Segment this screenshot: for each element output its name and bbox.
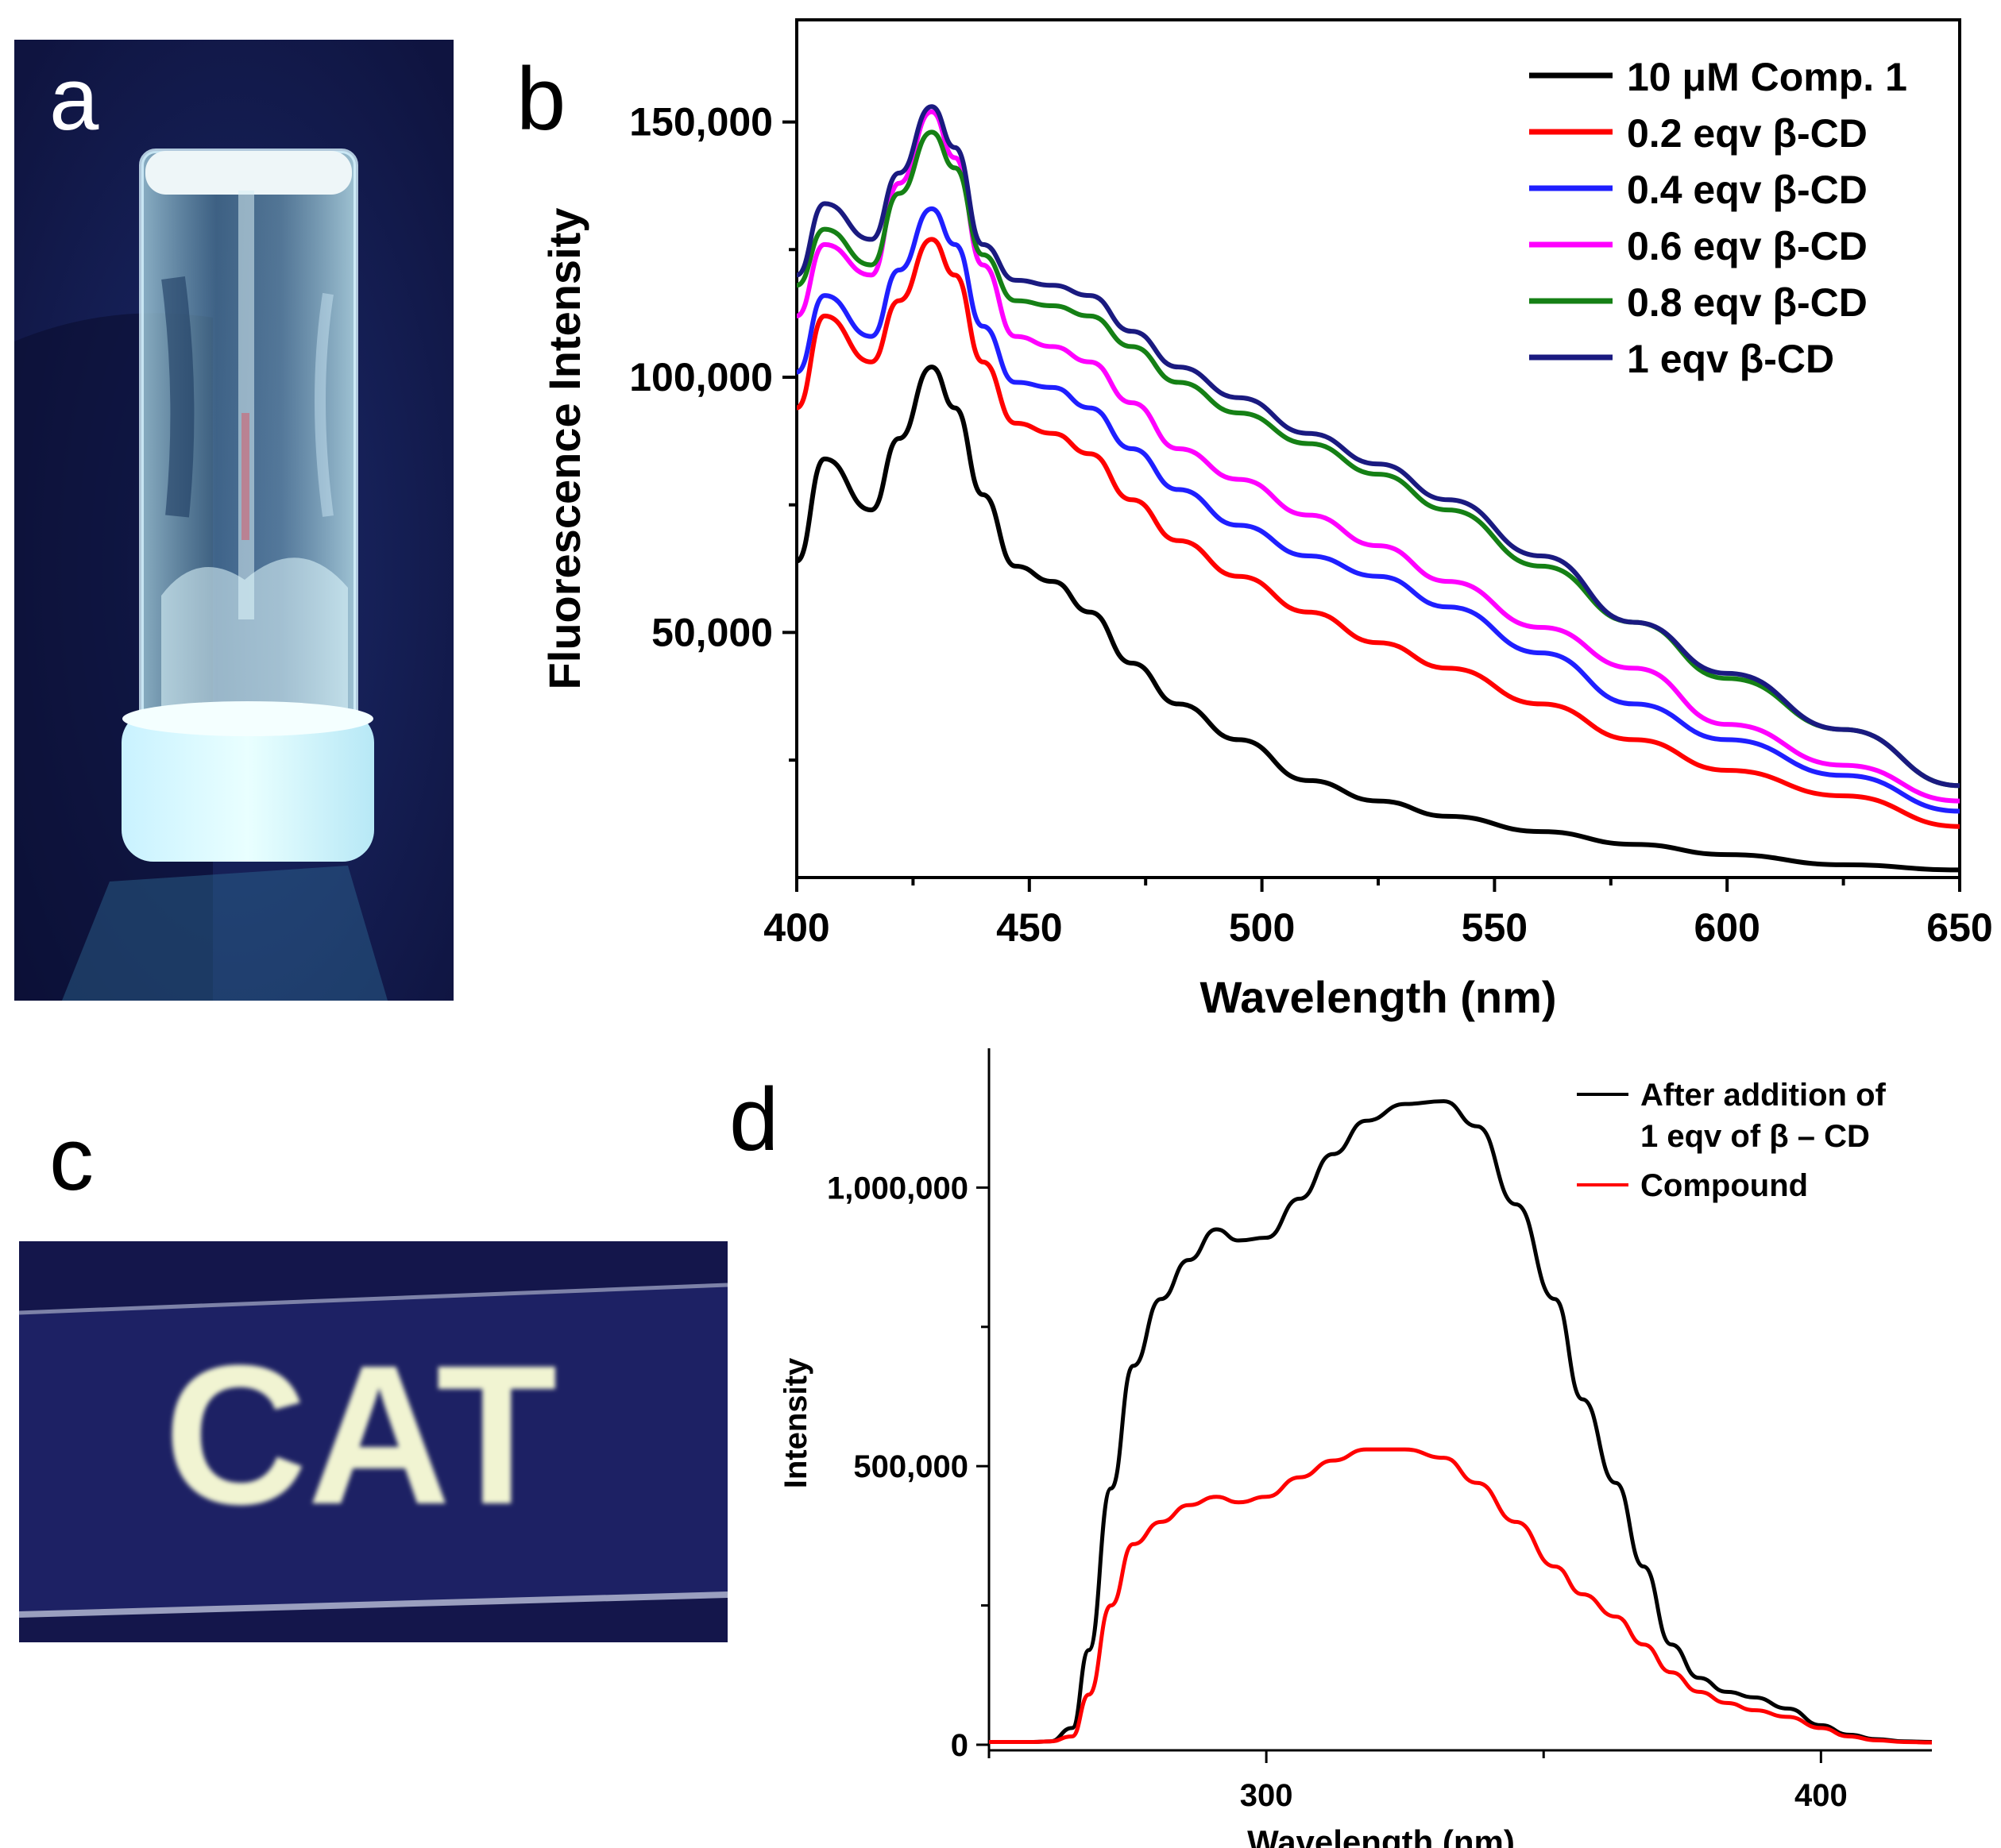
x-tick-label-d: 400 — [1794, 1778, 1848, 1813]
series-line-b-0 — [795, 365, 1960, 873]
series-line-b-1 — [795, 237, 1960, 829]
legend-label-d-0: After addition of 1 eqv of β – CD — [1640, 1078, 1887, 1154]
x-tick-label-b: 450 — [996, 905, 1062, 950]
y-tick-label-d: 0 — [951, 1728, 968, 1763]
legend-label-d-0-line: After addition of — [1640, 1078, 1887, 1113]
x-tick-label-d: 300 — [1240, 1778, 1293, 1813]
cat-text: CAT — [164, 1324, 557, 1545]
legend-label-b-1: 0.2 eqv β-CD — [1627, 111, 1868, 156]
x-tick-label-b: 500 — [1229, 905, 1295, 950]
y-axis-label-d: Intensity — [778, 1357, 813, 1488]
legend-label-b-0: 10 μM Comp. 1 — [1627, 55, 1907, 99]
series-line-b-4 — [795, 129, 1960, 789]
y-tick-label-d: 1,000,000 — [827, 1171, 968, 1206]
legend-label-b-5: 1 eqv β-CD — [1627, 337, 1834, 381]
cat-slide-photo: CAT — [19, 1241, 728, 1642]
x-tick-label-b: 550 — [1462, 905, 1528, 950]
panel-label-a: a — [49, 49, 99, 149]
legend-label-d-1: Compound — [1640, 1168, 1808, 1203]
series-line-b-3 — [795, 109, 1960, 804]
x-axis-label-d: Wavelength (nm) — [1247, 1823, 1515, 1848]
y-axis-label-b: Fluorescence Intensity — [539, 208, 589, 690]
plot-frame-b — [795, 18, 1961, 879]
legend-label-b-3: 0.6 eqv β-CD — [1627, 224, 1868, 268]
series-line-b-2 — [795, 206, 1960, 814]
y-tick-label-b: 50,000 — [651, 610, 773, 654]
x-tick-label-b: 650 — [1926, 905, 1992, 950]
panel-label-d: d — [729, 1070, 779, 1169]
panel-label-b: b — [516, 49, 566, 149]
series-line-d-1 — [988, 1447, 1933, 1745]
legend-label-b-2: 0.4 eqv β-CD — [1627, 168, 1868, 212]
legend-label-d-0-line: 1 eqv of β – CD — [1640, 1119, 1870, 1154]
x-tick-label-b: 400 — [763, 905, 829, 950]
y-tick-label-b: 150,000 — [629, 100, 773, 145]
series-line-b-5 — [795, 104, 1960, 789]
x-tick-label-b: 600 — [1694, 905, 1760, 950]
x-axis-label-b: Wavelength (nm) — [1199, 972, 1556, 1022]
vial-photo — [14, 40, 454, 1001]
series-line-d-0 — [988, 1099, 1933, 1744]
y-tick-label-d: 500,000 — [853, 1449, 968, 1484]
y-tick-label-b: 100,000 — [629, 355, 773, 399]
legend-label-b-4: 0.8 eqv β-CD — [1627, 280, 1868, 325]
panel-label-c: c — [49, 1109, 94, 1209]
